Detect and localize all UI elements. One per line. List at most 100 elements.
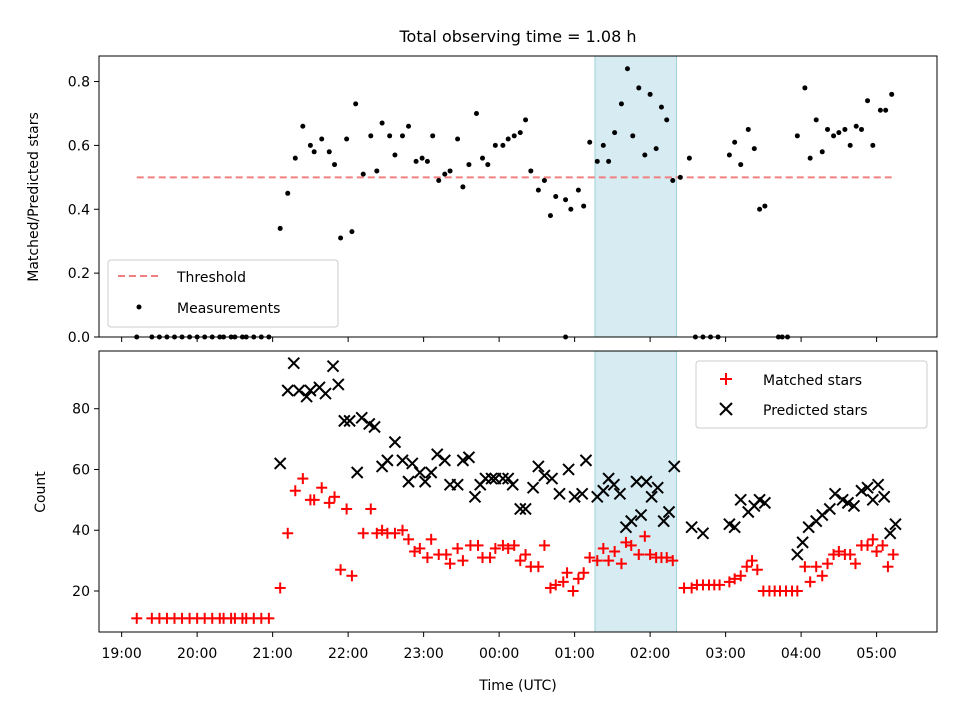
measurement-point [581, 203, 587, 209]
measurement-point [379, 120, 385, 126]
predicted-star-stroke [871, 478, 885, 491]
ratio-legend-box [107, 259, 339, 328]
predicted-star-stroke [685, 520, 698, 534]
measurement-point [466, 162, 472, 168]
predicted-star-marker [861, 481, 874, 494]
matched-star-marker [365, 503, 377, 515]
matched-star-marker [633, 549, 645, 561]
measurement-point [642, 152, 648, 158]
matched-star-marker [804, 576, 816, 588]
predicted-star-marker [562, 463, 575, 476]
measurement-point [535, 187, 541, 193]
legend-measurements-swatch [136, 304, 142, 310]
predicted-star-stroke [406, 457, 419, 470]
ratio-y-tick-label: 0.0 [68, 330, 90, 346]
predicted-star-marker [841, 496, 855, 510]
measurement-point [624, 66, 630, 72]
predicted-star-stroke [796, 536, 809, 549]
matched-star-marker [661, 552, 673, 564]
predicted-star-marker [889, 517, 902, 531]
measurement-point [732, 139, 738, 145]
measurement-point [802, 85, 808, 91]
predicted-star-marker [304, 384, 317, 397]
count-x-tick-label: 04:00 [781, 646, 821, 662]
predicted-star-stroke [402, 475, 415, 488]
predicted-star-stroke [538, 469, 551, 482]
matched-star-marker [440, 549, 452, 561]
predicted-star-marker [438, 454, 451, 467]
predicted-star-marker [506, 478, 519, 491]
predicted-star-stroke [625, 514, 638, 528]
ratio-highlight-span [594, 55, 678, 338]
predicted-star-marker [568, 490, 581, 504]
measurement-point [568, 206, 574, 212]
count-y-tick-label: 80 [72, 402, 90, 418]
measurement-point [492, 142, 498, 148]
count-x-tick-label: 05:00 [856, 646, 896, 662]
count-y-tick-label: 60 [72, 462, 90, 478]
matched-star-marker [741, 561, 753, 573]
measurement-point [587, 139, 593, 145]
predicted-star-stroke [413, 466, 427, 479]
predicted-star-stroke [579, 454, 593, 467]
predicted-star-stroke [802, 520, 815, 534]
predicted-star-stroke [866, 493, 880, 507]
measurement-point [338, 235, 344, 241]
predicted-star-marker [630, 475, 643, 488]
measurement-point [424, 158, 430, 164]
measurement-point [368, 133, 374, 139]
measurement-point [594, 158, 600, 164]
measurement-point [285, 190, 291, 196]
predicted-star-marker [418, 475, 432, 488]
count-x-axis: 19:00 20:00 21:00 22:00 23:00 00:00 01:00 02:00… [101, 632, 897, 662]
predicted-star-marker [332, 378, 345, 391]
predicted-star-marker [402, 475, 415, 488]
predicted-star-marker [526, 481, 540, 494]
predicted-star-stroke [355, 411, 368, 425]
count-x-tick-label: 03:00 [705, 646, 745, 662]
matched-star-marker [597, 542, 609, 554]
matched-star-marker [644, 549, 656, 561]
predicted-star-stroke [855, 484, 868, 497]
predicted-star-marker [501, 472, 515, 485]
matched-star-marker [567, 585, 579, 597]
measurement-point [413, 158, 419, 164]
measurement-point [292, 155, 298, 161]
measurement-point [606, 158, 612, 164]
predicted-star-stroke [883, 527, 897, 540]
count-legend-box [695, 360, 928, 429]
ratio-axes-frame [98, 55, 938, 338]
predicted-star-marker [758, 496, 772, 510]
predicted-star-marker [538, 469, 551, 482]
measurement-point [399, 133, 405, 139]
matched-star-marker [297, 473, 309, 485]
measurement-point [430, 133, 436, 139]
predicted-star-marker [734, 493, 747, 507]
matched-star-marker [282, 527, 294, 539]
predicted-star-stroke [451, 478, 464, 491]
matched-star-marker [457, 555, 469, 567]
predicted-star-marker [545, 472, 559, 485]
matched-star-marker [887, 549, 899, 561]
predicted-star-marker [273, 457, 287, 470]
matched-star-marker [609, 545, 621, 557]
matched-star-marker [323, 497, 335, 509]
predicted-star-stroke [696, 527, 710, 540]
predicted-star-marker [388, 435, 402, 449]
ratio-y-label: Matched/Predicted stars [26, 112, 42, 282]
measurement-point [523, 117, 529, 123]
predicted-star-stroke [281, 384, 294, 397]
matched-star-marker [746, 555, 758, 567]
ratio-y-tick-label: 0.2 [68, 266, 90, 282]
matched-star-marker [263, 612, 275, 624]
measurement-point [819, 149, 825, 155]
matched-star-marker [520, 549, 532, 561]
measurement-point [307, 142, 313, 148]
ratio-legend: Threshold Measurements [107, 259, 339, 328]
predicted-star-marker [451, 478, 464, 491]
predicted-star-marker [847, 499, 861, 513]
count-x-tick-label: 23:00 [403, 646, 443, 662]
predicted-star-stroke [562, 463, 575, 476]
predicted-star-stroke [758, 496, 772, 510]
figure-title: Total observing time = 1.08 h [398, 27, 636, 46]
